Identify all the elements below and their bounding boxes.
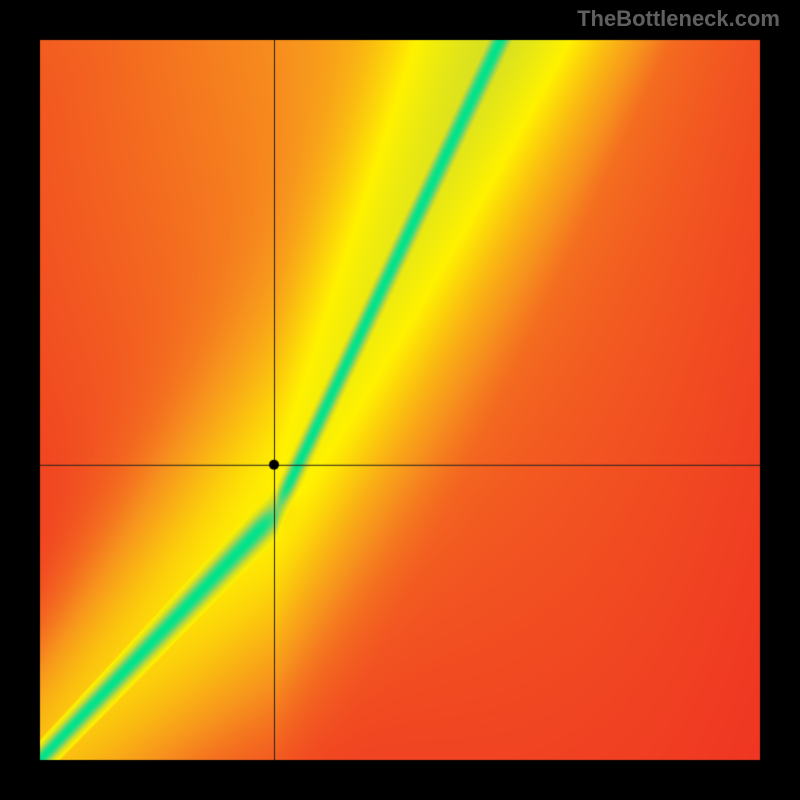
bottleneck-heatmap [0, 0, 800, 800]
watermark-text: TheBottleneck.com [577, 6, 780, 32]
